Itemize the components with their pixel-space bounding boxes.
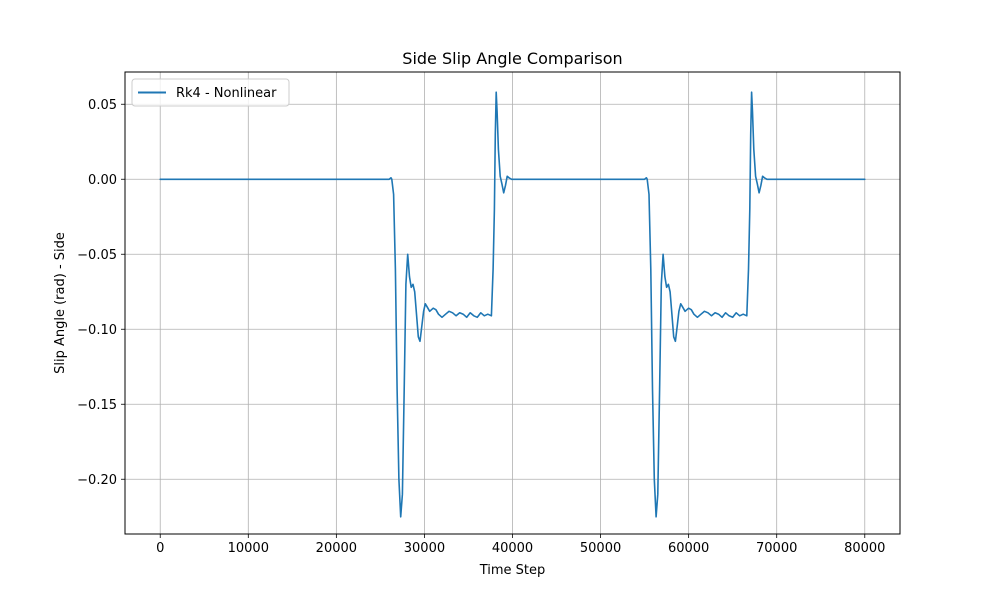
x-tick-label: 60000 (668, 541, 709, 556)
x-tick-label: 10000 (228, 541, 269, 556)
x-tick-label: 30000 (404, 541, 445, 556)
y-axis-label: Slip Angle (rad) - Side (53, 232, 68, 374)
y-tick-label: 0.05 (88, 98, 117, 113)
y-tick-label: −0.10 (77, 323, 117, 338)
chart-title: Side Slip Angle Comparison (402, 49, 622, 68)
x-tick-label: 50000 (580, 541, 621, 556)
legend-box (131, 78, 290, 107)
y-tick-label: −0.05 (77, 248, 117, 263)
y-tick-label: −0.20 (77, 473, 117, 488)
grid-lines (125, 72, 900, 534)
x-axis-label: Time Step (479, 563, 546, 578)
x-tick-label: 70000 (756, 541, 797, 556)
x-tick-label: 40000 (492, 541, 533, 556)
legend: Rk4 - Nonlinear (131, 78, 290, 107)
x-tick-label: 20000 (316, 541, 357, 556)
series-lines (159, 91, 866, 518)
y-tick-label: −0.15 (77, 398, 117, 413)
series-line (159, 91, 866, 518)
legend-entry-label: Rk4 - Nonlinear (176, 86, 277, 101)
x-tick-label: 0 (156, 541, 164, 556)
axis-ticks: 0 10000 20000 30000 40000 50000 60000 70000 8000… (77, 98, 885, 556)
y-tick-label: 0.00 (88, 173, 117, 188)
x-tick-label: 80000 (844, 541, 885, 556)
